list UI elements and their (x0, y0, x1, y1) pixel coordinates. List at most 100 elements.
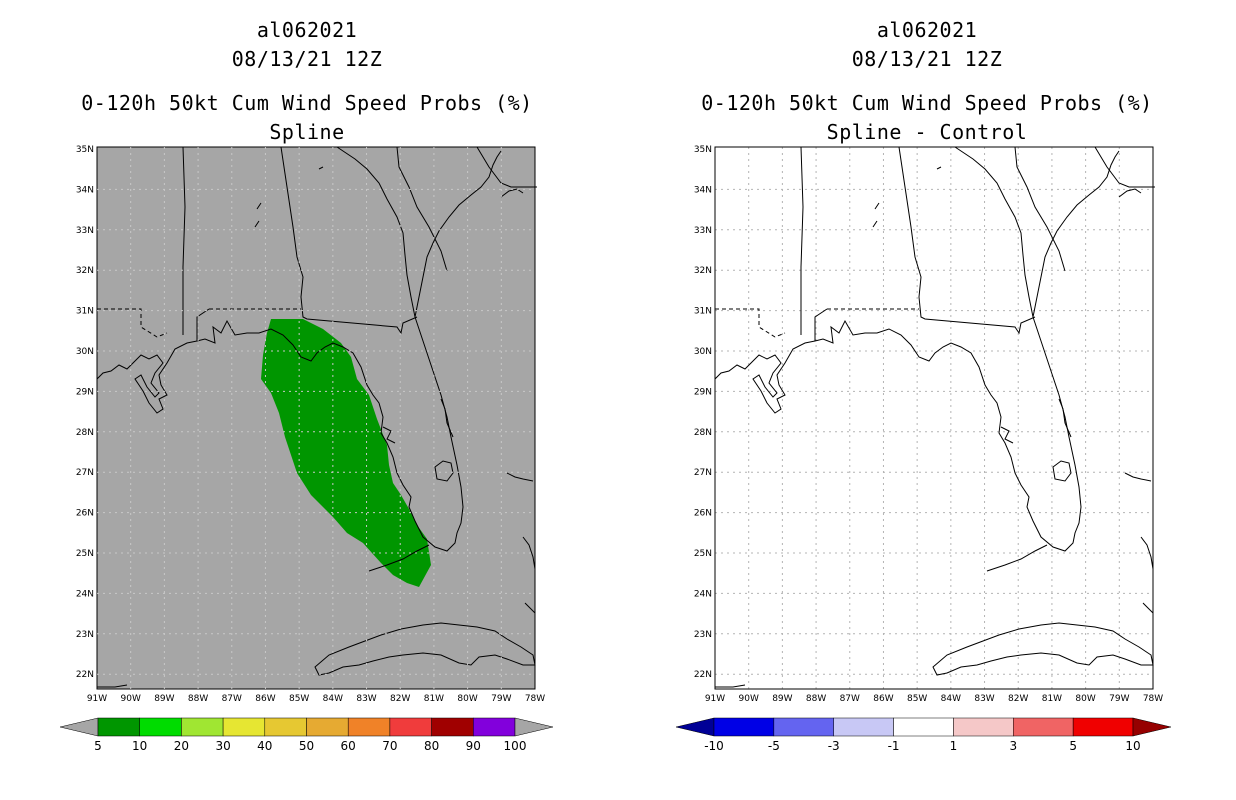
right-colorbar-tick-label: -1 (888, 739, 900, 753)
right-lon-label: 79W (1109, 694, 1129, 704)
right-lon-label: 89W (772, 694, 792, 704)
right-lon-label: 86W (873, 694, 893, 704)
left-lon-label: 80W (457, 694, 477, 704)
left-lon-label: 78W (525, 694, 545, 704)
left-colorbar-swatch (431, 717, 474, 737)
left-lat-label: 28N (76, 428, 94, 438)
left-colorbar-swatch (181, 717, 224, 737)
right-lon-label: 88W (806, 694, 826, 704)
right-lat-label: 22N (694, 670, 712, 680)
left-lon-label: 90W (121, 694, 141, 704)
left-storm-id: al062021 (256, 18, 358, 42)
left-colorbar: 5 10 20 30 40 50 60 70 80 90 100 (59, 717, 554, 753)
right-lon-label: 78W (1143, 694, 1163, 704)
left-colorbar-under-triangle (59, 717, 99, 737)
right-lat-label: 28N (694, 428, 712, 438)
right-subtitle: Spline - Control (826, 120, 1028, 144)
right-lat-label: 33N (694, 226, 712, 236)
right-colorbar-tick-label: -5 (768, 739, 780, 753)
right-colorbar-swatch (1072, 717, 1134, 737)
left-colorbar-tick-label: 60 (341, 739, 356, 753)
right-colorbar-swatch (773, 717, 834, 737)
right-lat-label: 26N (694, 509, 712, 519)
left-subtitle: Spline (269, 120, 345, 144)
right-lat-label: 32N (694, 266, 712, 276)
left-colorbar-swatch (97, 717, 140, 737)
right-lon-label: 81W (1042, 694, 1062, 704)
left-lon-label: 81W (424, 694, 444, 704)
left-colorbar-tick-label: 100 (504, 739, 527, 753)
right-lon-label: 85W (907, 694, 927, 704)
left-colorbar-tick-label: 40 (257, 739, 272, 753)
left-lon-label: 87W (222, 694, 242, 704)
left-lat-label: 27N (76, 468, 94, 478)
right-colorbar-swatch (893, 717, 954, 737)
left-colorbar-tick-label: 30 (215, 739, 230, 753)
left-lon-label: 82W (390, 694, 410, 704)
right-colorbar-swatch (1013, 717, 1074, 737)
left-colorbar-tick-label: 20 (174, 739, 189, 753)
left-lon-label: 83W (356, 694, 376, 704)
right-colorbar-tick-label: 5 (1069, 739, 1077, 753)
right-colorbar-swatch (833, 717, 894, 737)
left-colorbar-tick-label: 90 (466, 739, 481, 753)
left-lon-label: 89W (154, 694, 174, 704)
left-colorbar-swatch (473, 717, 516, 737)
right-lon-label: 91W (705, 694, 725, 704)
right-colorbar-swatch (713, 717, 775, 737)
left-colorbar-swatch (264, 717, 307, 737)
right-lat-label: 34N (694, 185, 712, 195)
left-datetime: 08/13/21 12Z (231, 47, 383, 71)
right-lat-label: 24N (694, 589, 712, 599)
left-colorbar-swatch (306, 717, 349, 737)
left-lat-label: 23N (76, 630, 94, 640)
left-lon-label: 85W (289, 694, 309, 704)
left-product-title: 0-120h 50kt Cum Wind Speed Probs (%) (81, 91, 533, 115)
left-lat-label: 29N (76, 387, 94, 397)
right-colorbar-under-triangle (675, 717, 715, 737)
left-colorbar-swatch (347, 717, 391, 737)
right-gridlines (715, 147, 1153, 689)
right-product-title: 0-120h 50kt Cum Wind Speed Probs (%) (701, 91, 1153, 115)
right-lat-label: 25N (694, 549, 712, 559)
left-lon-label: 88W (188, 694, 208, 704)
right-colorbar-over-triangle (1132, 717, 1172, 737)
left-lon-label: 84W (323, 694, 343, 704)
left-lat-label: 25N (76, 549, 94, 559)
right-map-panel (714, 146, 1156, 690)
left-lat-label: 34N (76, 185, 94, 195)
left-map-panel (96, 146, 538, 690)
right-colorbar-tick-label: -10 (704, 739, 724, 753)
left-lat-label: 33N (76, 226, 94, 236)
right-colorbar-tick-label: 10 (1125, 739, 1140, 753)
left-lat-label: 26N (76, 509, 94, 519)
left-colorbar-tick-label: 5 (94, 739, 102, 753)
left-colorbar-swatch (139, 717, 182, 737)
right-lon-label: 84W (941, 694, 961, 704)
right-lon-label: 82W (1008, 694, 1028, 704)
left-lon-label: 79W (491, 694, 511, 704)
right-lon-label: 83W (974, 694, 994, 704)
left-colorbar-tick-label: 10 (132, 739, 147, 753)
right-colorbar-swatch (953, 717, 1014, 737)
left-colorbar-swatch (389, 717, 432, 737)
right-colorbar: -10 -5 -3 -1 1 3 5 10 (675, 717, 1172, 753)
left-wind-prob-swath (261, 319, 431, 587)
right-lon-label: 90W (739, 694, 759, 704)
right-lon-label: 87W (840, 694, 860, 704)
left-lat-label: 24N (76, 589, 94, 599)
left-map-frame (96, 146, 536, 690)
left-colorbar-swatch (222, 717, 266, 737)
left-colorbar-tick-label: 80 (424, 739, 439, 753)
right-lat-label: 30N (694, 347, 712, 357)
left-lon-label: 91W (87, 694, 107, 704)
left-colorbar-tick-label: 70 (382, 739, 397, 753)
right-lat-label: 29N (694, 387, 712, 397)
right-lat-label: 35N (694, 145, 712, 155)
right-lat-label: 31N (694, 307, 712, 317)
right-colorbar-tick-label: 3 (1009, 739, 1017, 753)
right-colorbar-tick-label: -3 (828, 739, 840, 753)
left-lat-label: 31N (76, 307, 94, 317)
right-lon-label: 80W (1075, 694, 1095, 704)
left-lon-label: 86W (255, 694, 275, 704)
